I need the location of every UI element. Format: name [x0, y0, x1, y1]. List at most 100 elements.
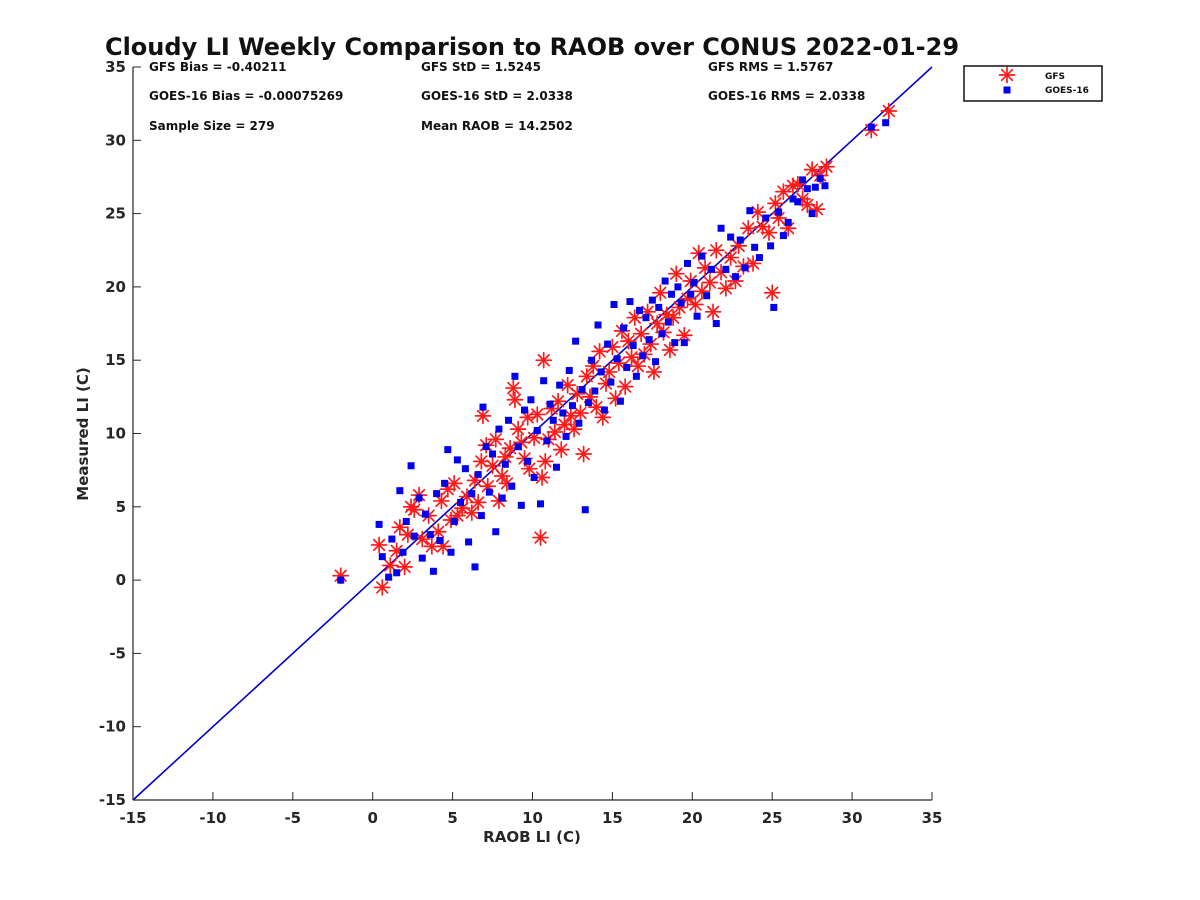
gfs-point-112: [760, 224, 778, 242]
goes-16-point-40: [511, 372, 519, 380]
gfs-point-90: [667, 265, 685, 283]
y-tick-label: 5: [116, 498, 126, 516]
gfs-point-89: [664, 309, 682, 327]
gfs-point-127: [880, 102, 898, 120]
goes-16-point-26: [468, 490, 476, 498]
gfs-point-2: [373, 579, 391, 596]
goes-16-point-67: [597, 368, 605, 376]
x-tick-label: 35: [922, 809, 943, 827]
goes-16-point-2: [378, 553, 386, 561]
gfs-point-99: [701, 274, 719, 291]
goes-16-point-46: [530, 473, 538, 481]
goes-16-point-74: [620, 324, 628, 332]
gfs-point-75: [620, 332, 637, 350]
gfs-point-79: [632, 325, 650, 343]
gfs-point-31: [487, 431, 505, 448]
goes-16-point-52: [549, 416, 557, 424]
x-tick-label: 20: [682, 809, 703, 827]
gfs-point-25: [469, 494, 487, 511]
goes-16-point-116: [784, 218, 792, 226]
goes-16-point-21: [450, 517, 458, 525]
goes-16-point-34: [492, 528, 500, 536]
goes-16-point-73: [616, 397, 624, 405]
goes-16-point-60: [575, 419, 583, 427]
goes-16-point-24: [461, 465, 469, 473]
gfs-point-49: [536, 453, 554, 470]
goes-16-point-80: [639, 352, 647, 360]
gfs-point-1: [370, 536, 388, 554]
goes-16-point-47: [533, 427, 541, 435]
goes-16-point-108: [746, 207, 754, 215]
goes-16-point-125: [867, 123, 875, 131]
goes-16-point-111: [762, 214, 770, 222]
x-tick-label: -5: [284, 809, 301, 827]
goes-16-point-92: [677, 299, 685, 307]
goes-16-point-41: [514, 443, 522, 451]
goes-16-point-94: [684, 259, 692, 267]
x-tick-label: 10: [522, 809, 543, 827]
goes-16-point-77: [629, 342, 637, 350]
stat-text: GOES-16 StD = 2.0338: [421, 89, 573, 103]
gfs-point-100: [704, 303, 722, 321]
legend-gfs-marker-point-0: [998, 66, 1016, 84]
goes-16-point-1: [375, 520, 383, 528]
goes-16-point-90: [671, 339, 679, 347]
gfs-point-85: [651, 284, 669, 302]
goes-16-point-87: [661, 277, 669, 285]
goes-16-point-4: [388, 535, 396, 543]
goes-16-point-31: [482, 443, 490, 451]
gfs-point-26: [473, 453, 490, 470]
y-axis-label: Measured LI (C): [74, 367, 92, 500]
goes-16-point-121: [808, 210, 816, 218]
goes-16-series: [337, 119, 890, 584]
goes-16-point-51: [546, 400, 554, 408]
y-tick-label: 30: [105, 131, 126, 149]
goes-16-point-76: [626, 298, 634, 306]
stat-text: Mean RAOB = 14.2502: [421, 119, 573, 133]
goes-16-point-35: [495, 425, 503, 433]
gfs-point-52: [546, 423, 564, 441]
goes-16-point-58: [568, 402, 576, 410]
goes-16-point-109: [751, 243, 759, 251]
stat-text: GOES-16 Bias = -0.00075269: [149, 89, 343, 103]
goes-16-point-50: [543, 437, 551, 445]
gfs-point-48: [535, 351, 553, 369]
x-tick-label: 0: [367, 809, 377, 827]
goes-16-point-75: [623, 364, 631, 372]
x-tick-label: 15: [602, 809, 623, 827]
goes-16-point-11: [415, 494, 423, 502]
x-tick-label: 25: [762, 809, 783, 827]
goes-16-point-38: [505, 416, 513, 424]
goes-16-point-61: [578, 386, 586, 394]
goes-16-point-91: [674, 283, 682, 291]
legend-label-gfs: GFS: [1045, 72, 1065, 82]
goes-16-point-88: [664, 318, 672, 326]
goes-16-point-3: [385, 573, 393, 581]
goes-16-point-13: [421, 510, 429, 518]
gfs-point-45: [528, 406, 546, 423]
goes-16-point-22: [453, 456, 461, 464]
gfs-point-104: [722, 249, 740, 266]
legend: GFS GOES-16: [963, 65, 1103, 102]
goes-16-point-81: [642, 314, 650, 322]
goes-16-point-19: [444, 446, 452, 454]
legend-label-goes-16: GOES-16: [1045, 86, 1089, 96]
x-tick-label: -15: [119, 809, 146, 827]
goes-16-point-14: [426, 531, 434, 539]
gfs-point-105: [727, 272, 744, 290]
goes-16-point-102: [717, 224, 725, 232]
gfs-point-39: [509, 420, 527, 438]
goes-16-point-6: [396, 487, 404, 495]
gfs-point-27: [474, 407, 492, 425]
goes-16-point-71: [610, 300, 618, 308]
goes-16-point-86: [658, 330, 666, 338]
gfs-point-76: [623, 348, 640, 366]
gfs-point-0: [332, 567, 350, 585]
goes-16-point-55: [559, 409, 567, 417]
gfs-point-115: [770, 209, 787, 227]
statistics-annotations: GFS Bias = -0.40211 GFS StD = 1.5245 GFS R…: [149, 60, 865, 133]
goes-16-point-16: [433, 490, 441, 498]
goes-16-point-84: [652, 358, 660, 366]
goes-16-point-62: [581, 506, 589, 514]
gfs-point-60: [572, 404, 589, 422]
